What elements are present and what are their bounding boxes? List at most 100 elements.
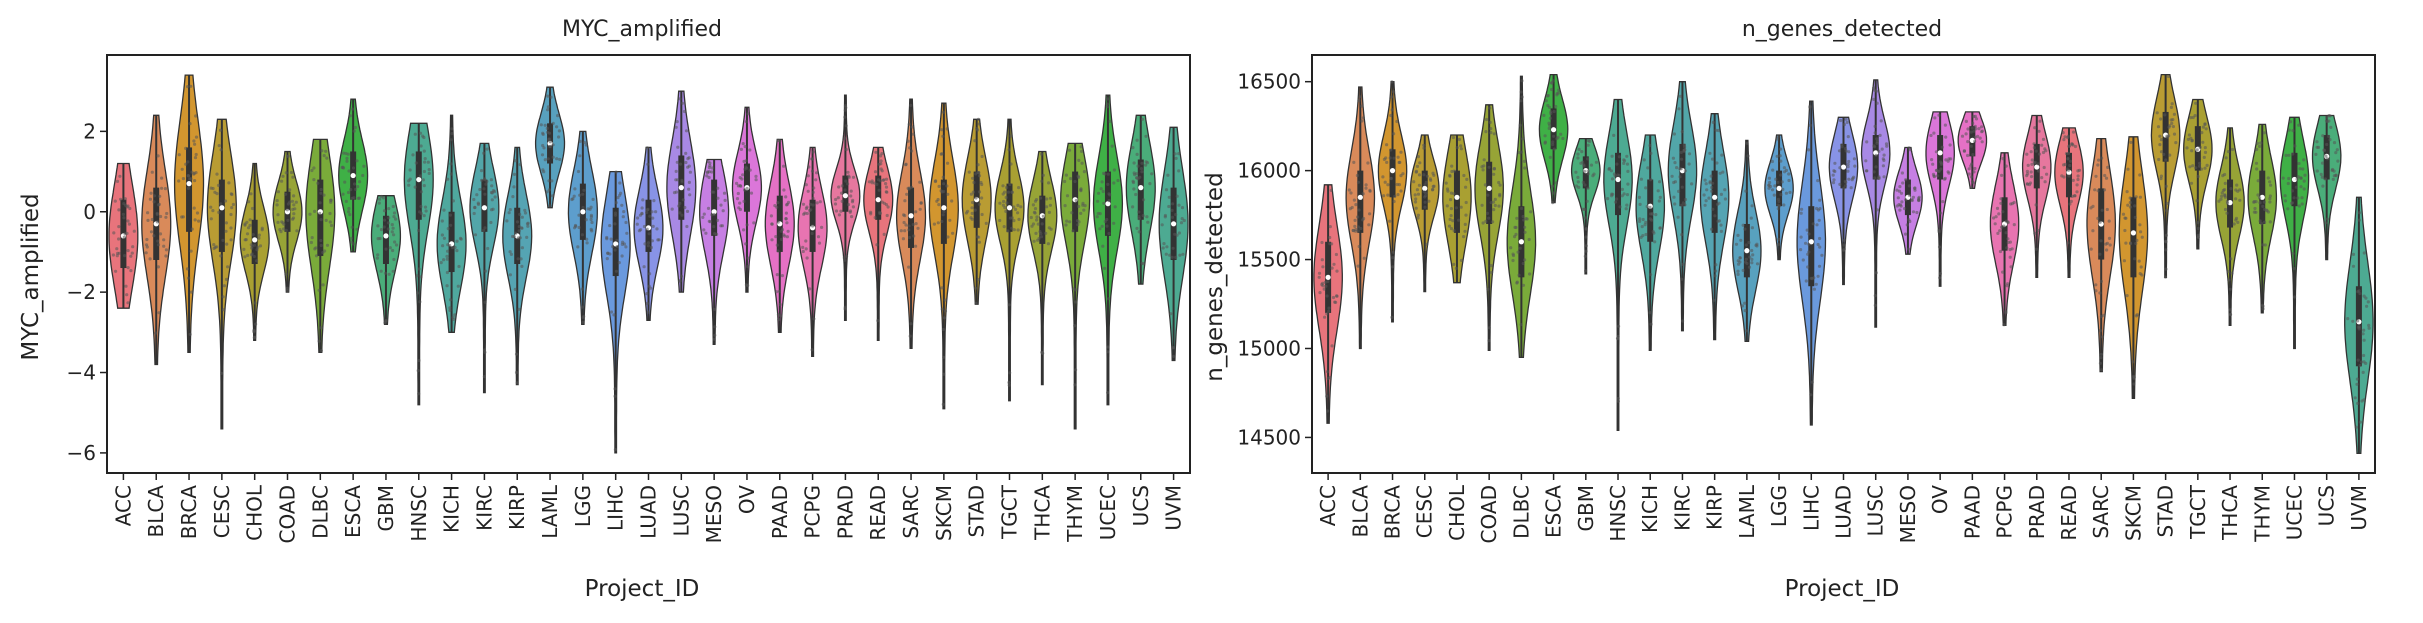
strip-point (1416, 213, 1420, 217)
strip-point (1736, 233, 1740, 237)
strip-point (422, 135, 426, 140)
strip-point (1144, 134, 1148, 138)
strip-point (738, 201, 742, 205)
strip-point (2353, 396, 2357, 400)
strip-point (1776, 207, 1780, 211)
strip-point (1082, 208, 1086, 212)
median-dot (1454, 194, 1460, 200)
strip-point (1816, 242, 1820, 247)
strip-point (2291, 129, 2295, 133)
x-tick-label: THYM (1063, 485, 1087, 543)
strip-point (129, 269, 133, 273)
strip-point (1488, 120, 1492, 124)
strip-point (1610, 154, 1614, 158)
strip-point (1550, 87, 1554, 92)
strip-point (209, 205, 213, 209)
strip-point (512, 172, 517, 176)
strip-point (1682, 149, 1686, 153)
strip-point (1671, 156, 1675, 160)
strip-point (1413, 200, 1418, 204)
strip-point (256, 245, 260, 249)
strip-point (2126, 167, 2130, 171)
strip-point (1873, 303, 1877, 307)
strip-point (1554, 104, 1558, 109)
strip-point (2294, 185, 2298, 189)
strip-point (1322, 287, 1326, 291)
x-tick-label: PAAD (768, 485, 792, 539)
strip-point (227, 181, 231, 185)
strip-point (1182, 218, 1186, 223)
strip-point (589, 205, 593, 209)
strip-point (1681, 319, 1685, 323)
strip-point (194, 114, 198, 118)
strip-point (721, 209, 725, 213)
strip-point (1107, 192, 1111, 196)
strip-point (219, 202, 223, 206)
strip-point (449, 223, 453, 227)
strip-point (670, 207, 674, 211)
strip-point (1875, 137, 1879, 141)
strip-point (702, 228, 706, 232)
strip-point (378, 197, 382, 201)
strip-point (414, 161, 418, 165)
strip-point (1112, 181, 1116, 185)
strip-point (847, 174, 851, 178)
strip-point (1738, 260, 1742, 264)
violin-meso (699, 158, 730, 346)
strip-point (1846, 135, 1850, 139)
strip-point (2194, 166, 2198, 170)
strip-point (1520, 206, 1524, 211)
strip-point (2004, 231, 2008, 235)
violin-sarc (895, 98, 927, 350)
strip-point (551, 121, 555, 125)
strip-point (836, 196, 840, 200)
strip-point (2362, 360, 2366, 364)
strip-point (2220, 194, 2224, 198)
strip-point (1454, 206, 1458, 210)
strip-point (2157, 157, 2161, 162)
strip-point (684, 151, 688, 155)
strip-point (194, 135, 199, 139)
x-tick-label: LIHC (1799, 485, 1823, 531)
x-tick-label: READ (2057, 485, 2081, 541)
median-dot (1712, 194, 1718, 200)
strip-point (582, 140, 587, 145)
strip-point (2043, 180, 2047, 184)
strip-point (1584, 235, 1588, 239)
violin-prad (830, 94, 861, 321)
strip-point (687, 187, 691, 191)
median-dot (1486, 185, 1492, 192)
strip-point (387, 207, 391, 211)
strip-point (2125, 294, 2129, 298)
violin-lihc (600, 170, 631, 454)
strip-point (1779, 193, 1783, 197)
strip-point (1548, 155, 1552, 159)
strip-point (486, 246, 490, 251)
strip-point (1492, 172, 1496, 176)
strip-point (1356, 225, 1361, 229)
strip-point (1847, 177, 1851, 181)
strip-point (1170, 215, 1175, 219)
strip-point (1898, 208, 1902, 212)
strip-point (1586, 143, 1590, 147)
strip-point (946, 192, 950, 196)
strip-point (209, 217, 213, 221)
strip-point (977, 122, 982, 126)
strip-point (1618, 205, 1622, 209)
strip-point (192, 206, 196, 210)
strip-point (490, 208, 494, 212)
strip-point (1511, 253, 1516, 258)
strip-point (2226, 150, 2231, 154)
strip-point (230, 192, 234, 197)
x-tick-label: TGCT (2186, 484, 2210, 540)
strip-point (422, 184, 426, 188)
strip-point (1517, 273, 1521, 277)
strip-point (1679, 150, 1683, 154)
strip-point (971, 200, 975, 205)
strip-point (849, 194, 853, 198)
strip-point (2290, 189, 2294, 193)
iqr-box (1808, 206, 1815, 287)
strip-point (911, 223, 915, 227)
strip-point (457, 264, 461, 269)
strip-point (185, 267, 190, 271)
